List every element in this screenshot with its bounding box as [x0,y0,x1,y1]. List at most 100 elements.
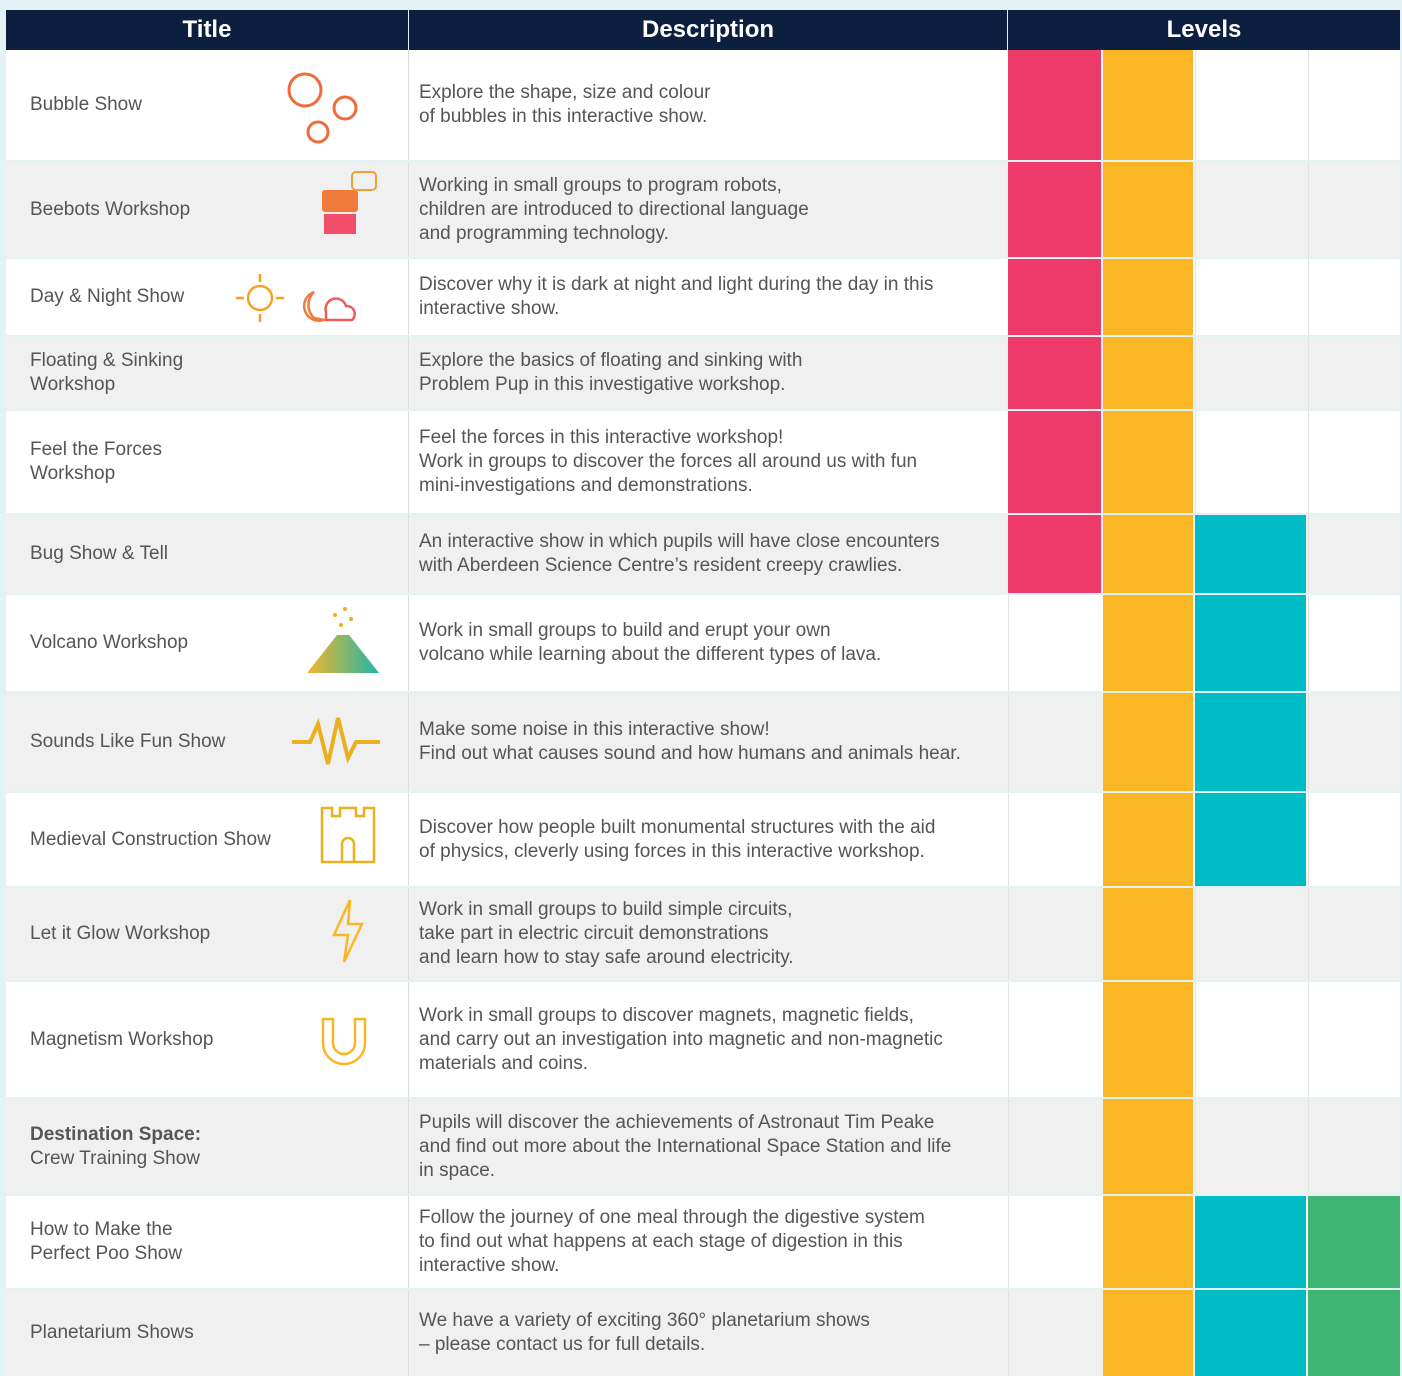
title-line: Beebots Workshop [30,198,191,220]
description-line: of bubbles in this interactive show. [419,106,708,127]
level-empty [1308,1099,1401,1194]
level-block [1103,1290,1193,1376]
level-block [1103,259,1193,335]
level-block [1103,693,1193,791]
description-line: children are introduced to directional l… [419,198,809,220]
description-line: We have a variety of exciting 360° plane… [419,1310,870,1331]
column-divider [408,1099,409,1194]
level-block [1195,1196,1306,1288]
description-line: take part in electric circuit demonstrat… [419,923,769,944]
description-line: and learn how to stay safe around electr… [419,947,794,968]
title-line: Volcano Workshop [30,632,189,653]
description-cell: Discover how people built monumental str… [419,793,1004,886]
icon [287,72,358,144]
level-block [1103,411,1193,513]
level-block [1103,888,1193,980]
description-line: Feel the forces in this interactive work… [419,427,784,448]
column-divider [408,337,409,409]
level-block [1195,595,1306,691]
level-empty [1308,337,1401,409]
level-empty [1008,982,1102,1097]
title-line: Workshop [30,463,116,484]
description-line: Work in small groups to build simple cir… [419,899,793,920]
level-empty [1195,259,1307,335]
icon [322,171,377,234]
level-block [1008,162,1101,257]
title-cell: Beebots Workshop [30,162,290,257]
title-line: Sounds Like Fun Show [30,731,226,752]
level-empty [1308,162,1401,257]
description-line: with Aberdeen Science Centre’s resident … [419,555,903,576]
column-divider [408,259,409,335]
level-block [1008,50,1101,160]
level-block [1308,1290,1400,1376]
level-empty [1308,693,1401,791]
description-cell: Feel the forces in this interactive work… [419,411,1004,513]
level-block [1195,693,1306,791]
title-line: Bubble Show [30,94,142,115]
column-divider [408,693,409,791]
title-cell: Feel the Forces Workshop [30,411,290,513]
description-line: Explore the shape, size and colour [419,82,711,103]
description-cell: An interactive show in which pupils will… [419,515,1004,593]
level-empty [1308,888,1401,980]
level-block [1008,259,1101,335]
column-divider [408,411,409,513]
title-line: Perfect Poo Show [30,1243,183,1264]
description-line: interactive show. [419,1255,560,1276]
description-line: materials and coins. [419,1052,588,1074]
column-divider [408,50,409,160]
title-line: Planetarium Shows [30,1322,194,1343]
description-line: to find out what happens at each stage o… [419,1231,903,1252]
title-cell: Magnetism Workshop [30,982,290,1097]
level-empty [1195,888,1307,980]
description-line: Follow the journey of one meal through t… [419,1207,925,1228]
title-cell: How to Make the Perfect Poo Show [30,1196,290,1288]
description-cell: Work in small groups to build simple cir… [419,888,1004,980]
icon [236,274,356,323]
level-empty [1308,411,1401,513]
level-empty [1008,595,1102,691]
level-block [1195,793,1306,886]
icon [320,806,376,864]
title-line: Destination Space: [30,1123,202,1145]
title-line: Let it Glow Workshop [30,923,211,944]
level-block [1103,337,1193,409]
level-block [1008,515,1101,593]
title-line: How to Make the [30,1219,173,1240]
description-line: Explore the basics of floating and sinki… [419,350,803,371]
level-block [1103,595,1193,691]
description-cell: Discover why it is dark at night and lig… [419,259,1004,335]
description-line: of physics, cleverly using forces in thi… [419,840,925,862]
level-empty [1008,1196,1102,1288]
level-block [1008,411,1101,513]
title-cell: Bug Show & Tell [30,515,290,593]
icon [332,899,364,963]
description-line: Work in groups to discover the forces al… [419,451,918,472]
level-empty [1008,1290,1102,1376]
level-block [1195,515,1306,593]
level-empty [1308,793,1401,886]
level-empty [1008,793,1102,886]
level-empty [1195,162,1307,257]
title-line: Feel the Forces [30,439,162,460]
table-row: Destination Space: Crew Training Show Pupi… [6,1099,1400,1194]
description-line: mini-investigations and demonstrations. [419,475,753,496]
description-line: volcano while learning about the differe… [419,644,882,665]
title-line: Bug Show & Tell [30,543,169,564]
column-header: Title [6,10,408,50]
table-row: Sounds Like Fun Show Make some noise in t… [6,693,1400,791]
table-row: Feel the Forces Workshop Feel the forces i… [6,411,1400,513]
table-row: Volcano Workshop Work in small groups to … [6,595,1400,691]
title-cell: Volcano Workshop [30,595,290,691]
level-block [1008,337,1101,409]
description-line: and programming technology. [419,222,669,244]
level-block [1103,1099,1193,1194]
level-empty [1308,595,1401,691]
level-empty [1308,50,1401,160]
level-empty [1195,337,1307,409]
icon [307,607,379,673]
level-empty [1008,693,1102,791]
description-line: Pupils will discover the achievements of… [419,1111,935,1133]
